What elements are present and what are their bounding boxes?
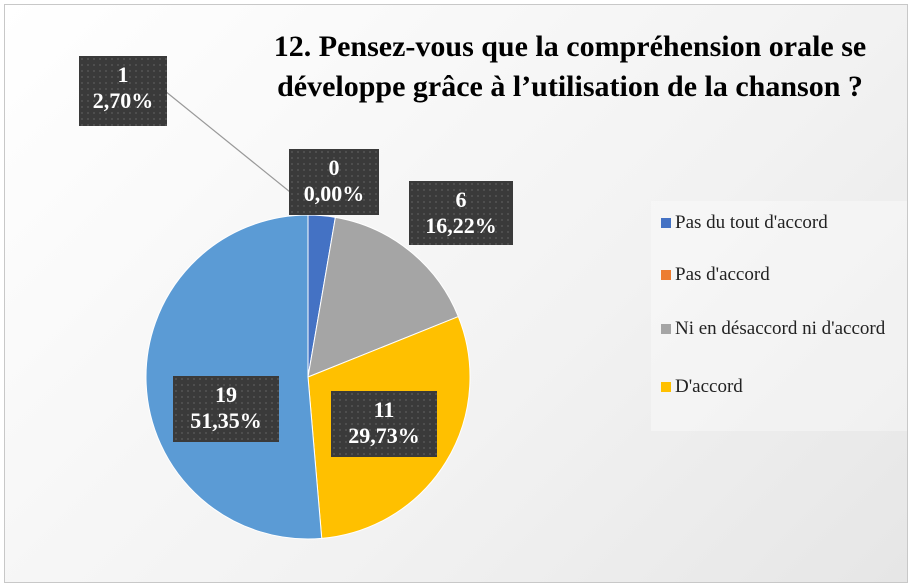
data-label-percent: 51,35% — [190, 408, 262, 433]
data-label: 0 0,00% — [289, 149, 379, 215]
data-label-count: 6 — [455, 187, 467, 212]
legend-item: Pas du tout d'accord — [661, 211, 895, 235]
data-label: 11 29,73% — [331, 391, 437, 457]
legend-swatch — [661, 382, 671, 392]
legend-swatch — [661, 270, 671, 280]
chart-title: 12. Pensez-vous que la compréhension ora… — [273, 30, 867, 103]
data-label-percent: 16,22% — [425, 213, 497, 238]
data-label-count: 19 — [215, 382, 237, 407]
legend-label: Pas d'accord — [675, 264, 770, 285]
legend-item: Pas d'accord — [661, 263, 895, 287]
data-label: 6 16,22% — [409, 181, 513, 245]
data-label-percent: 0,00% — [303, 181, 365, 206]
data-label: 19 51,35% — [173, 376, 279, 442]
data-label-count: 0 — [328, 155, 340, 180]
legend-item: Ni en désaccord ni d'accord — [661, 317, 895, 341]
data-label-percent: 2,70% — [92, 88, 154, 113]
data-label-count: 11 — [373, 397, 395, 422]
legend-swatch — [661, 218, 671, 228]
chart: 12. Pensez-vous que la compréhension ora… — [4, 4, 908, 583]
legend-label: Pas du tout d'accord — [675, 212, 828, 233]
data-label-percent: 29,73% — [348, 423, 420, 448]
legend: Pas du tout d'accord Pas d'accord Ni en dé… — [651, 201, 907, 431]
data-label: 1 2,70% — [79, 56, 167, 126]
legend-item: D'accord — [661, 375, 895, 399]
legend-label: Ni en désaccord ni d'accord — [675, 318, 886, 339]
data-label-count: 1 — [117, 62, 129, 87]
legend-label: D'accord — [675, 376, 743, 397]
legend-swatch — [661, 324, 671, 334]
pie-slice — [307, 216, 459, 378]
